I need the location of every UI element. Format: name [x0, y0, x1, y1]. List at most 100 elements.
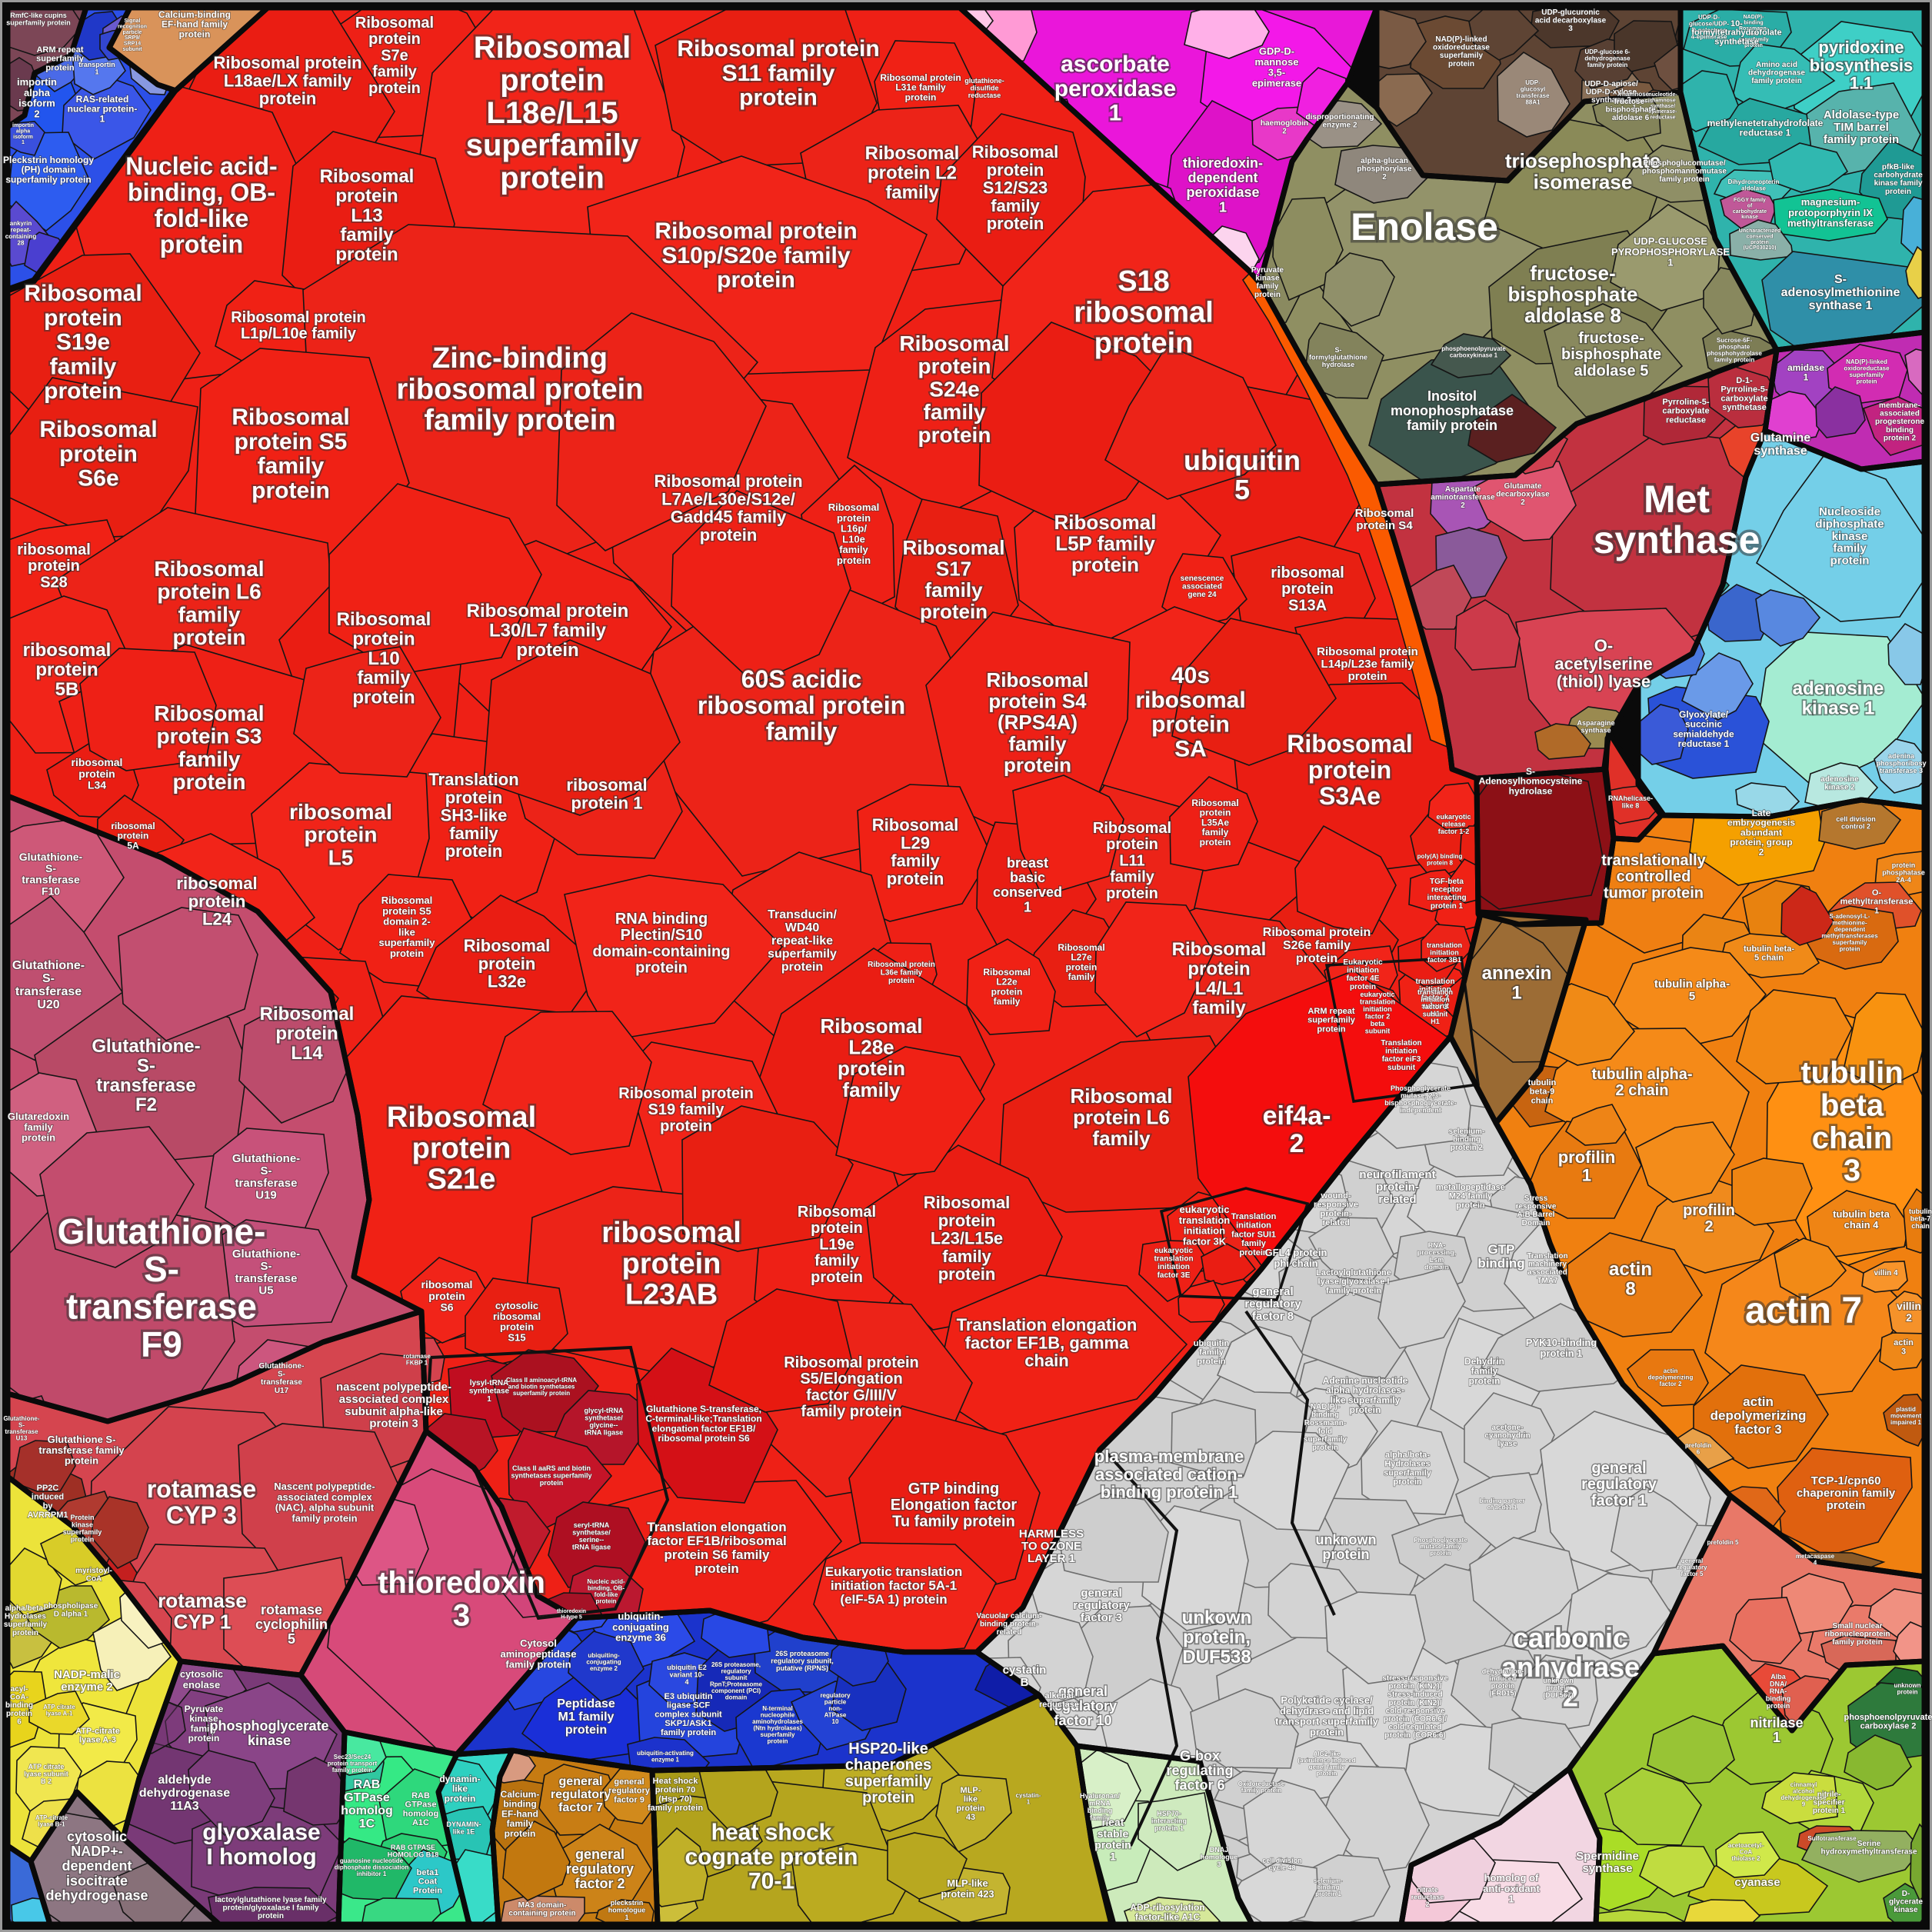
svg-text:Nascent polypeptide-associated: Nascent polypeptide-associated complex (N… — [274, 1481, 375, 1524]
svg-text:eif4a-2: eif4a-2 — [1263, 1101, 1331, 1158]
svg-text:cystatin-1: cystatin-1 — [1016, 1792, 1041, 1806]
svg-text:tubulin beta-5 chain: tubulin beta-5 chain — [1744, 944, 1794, 963]
svg-text:DYNAMIN-like 1E: DYNAMIN-like 1E — [447, 1820, 481, 1836]
svg-text:Glutathione S-transferase,C-te: Glutathione S-transferase, C-terminal-lik… — [645, 1404, 761, 1444]
svg-text:Sulfotransferase: Sulfotransferase — [1807, 1835, 1857, 1842]
svg-text:O-acetylserine(thiol) lyase: O-acetylserine (thiol) lyase — [1554, 636, 1652, 691]
